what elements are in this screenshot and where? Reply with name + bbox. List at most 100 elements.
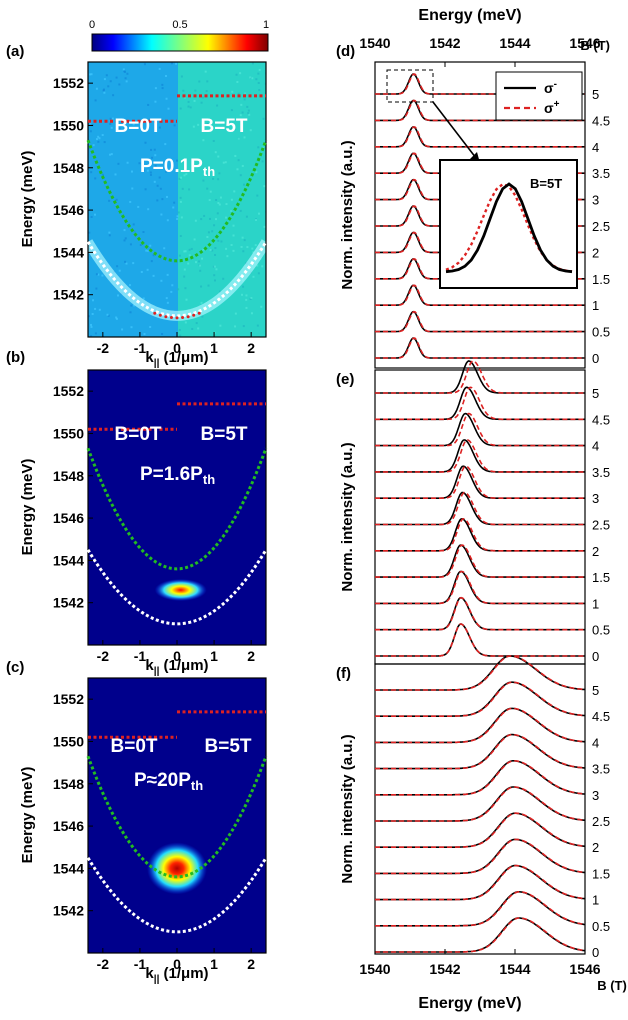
panel-a-noise-speck — [183, 174, 186, 177]
panel-e-spectrum-sigma-plus-b1 — [375, 570, 585, 605]
panel-a-noise-speck — [201, 315, 204, 318]
panel-a-noise-speck — [255, 219, 258, 222]
panel-a-noise-speck — [123, 128, 126, 131]
panel-a-noise-speck — [247, 112, 250, 115]
panel-a-noise-speck — [247, 109, 250, 112]
panel-a-noise-speck — [150, 148, 153, 151]
panel-d-b-tick-label: 3 — [592, 193, 599, 208]
panel-a-noise-speck — [240, 245, 243, 248]
panel-a: (a) B=0T B=5T P=0.1Pth 15421544154615481… — [6, 43, 268, 369]
panel-e-spectrum-sigma-minus-b3.5 — [375, 439, 585, 473]
panel-a-noise-speck — [146, 169, 149, 172]
panel-a-noise-speck — [209, 248, 212, 251]
panel-a-noise-speck — [244, 92, 247, 95]
panel-e-spectrum-sigma-plus-b4 — [375, 412, 585, 447]
panel-a-noise-speck — [240, 103, 243, 106]
panel-d-spectrum-sigma-minus-b0 — [375, 337, 585, 359]
panel-a-noise-speck — [110, 153, 113, 156]
panel-b-heatmap — [88, 370, 266, 645]
panel-a-noise-speck — [194, 219, 197, 222]
panel-d-zoom-arrow — [432, 101, 477, 159]
panel-e-spectrum-sigma-minus-b4.5 — [375, 386, 585, 421]
panel-d-spectrum-sigma-plus-b2 — [375, 231, 585, 254]
panel-a-noise-speck — [166, 273, 169, 276]
panel-a-ytick-label: 1548 — [53, 160, 84, 176]
panel-a-noise-speck — [116, 265, 119, 268]
panel-a-noise-speck — [101, 173, 104, 176]
panel-d-b-tick-label: 2.5 — [592, 219, 610, 234]
panel-a-noise-speck — [177, 288, 180, 291]
panel-a-noise-speck — [115, 317, 118, 320]
panel-a-noise-speck — [89, 73, 92, 76]
panel-a-noise-speck — [98, 308, 101, 311]
panel-a-noise-speck — [178, 328, 181, 331]
top-energy-tick-label: 1546 — [569, 35, 600, 51]
panel-b-xtick-label: -1 — [134, 648, 147, 664]
panel-a-noise-speck — [188, 254, 191, 257]
panel-a-noise-speck — [158, 67, 161, 70]
panel-a-noise-speck — [130, 326, 133, 329]
panel-a-noise-speck — [161, 83, 164, 86]
panel-b-xtick-label: 0 — [173, 648, 181, 664]
panel-a-noise-speck — [183, 268, 186, 271]
panel-a-noise-speck — [250, 297, 253, 300]
panel-b-ytick-label: 1548 — [53, 468, 84, 484]
panel-c-xtick-label: -2 — [97, 956, 110, 972]
panel-a-noise-speck — [153, 148, 156, 151]
b-axis-bottom-label: B (T) — [597, 978, 627, 993]
panel-a-noise-speck — [118, 269, 121, 272]
panel-a-noise-speck — [156, 199, 159, 202]
panel-a-noise-speck — [115, 76, 118, 79]
panel-a-noise-speck — [142, 169, 145, 172]
panel-a-noise-speck — [187, 105, 190, 108]
panel-a-noise-speck — [160, 213, 163, 216]
panel-a-noise-speck — [202, 179, 205, 182]
panel-e-spectrum-sigma-plus-b3 — [375, 465, 585, 500]
panel-f-b-tick-label: 2.5 — [592, 814, 610, 829]
panel-a-noise-speck — [125, 80, 128, 83]
panel-a-noise-speck — [117, 294, 120, 297]
panel-a-noise-speck — [233, 190, 236, 193]
panel-e-b-tick-label: 2.5 — [592, 518, 610, 533]
panel-f-spectrum-sigma-plus-b0 — [375, 917, 586, 953]
top-energy-tick-label: 1544 — [499, 35, 530, 51]
panel-f-b-tick-label: 1.5 — [592, 866, 610, 881]
panel-a-noise-speck — [250, 312, 253, 315]
panel-c-bg — [88, 678, 266, 953]
panel-d-spectrum-sigma-plus-b1.5 — [375, 258, 585, 280]
panel-d-label: (d) — [336, 43, 355, 60]
panel-a-noise-speck — [245, 298, 248, 301]
bottom-energy-tick-label: 1546 — [569, 961, 600, 977]
panel-a-noise-speck — [208, 199, 211, 202]
panel-a-noise-speck — [198, 260, 201, 263]
panel-a-noise-speck — [143, 333, 146, 336]
panel-a-noise-speck — [152, 274, 155, 277]
panel-a-noise-speck — [88, 291, 91, 294]
panel-a-noise-speck — [183, 275, 186, 278]
panel-a-noise-speck — [172, 206, 175, 209]
panel-a-noise-speck — [201, 96, 204, 99]
panel-a-noise-speck — [123, 70, 126, 73]
panel-a-curves — [86, 94, 268, 320]
panel-a-noise-speck — [258, 89, 261, 92]
panel-a-noise-speck — [147, 208, 150, 211]
panel-b-ytick-label: 1542 — [53, 595, 84, 611]
panel-b-xtick-label: 1 — [210, 648, 218, 664]
panel-a-ylabel: Energy (meV) — [19, 151, 36, 248]
panel-a-noise-speck — [97, 273, 100, 276]
panel-e-b-tick-label: 0.5 — [592, 623, 610, 638]
bottom-energy-tick-label: 1544 — [499, 961, 530, 977]
panel-a-noise-speck — [216, 212, 219, 215]
panel-f-spectrum-sigma-plus-b4.5 — [375, 681, 586, 718]
panel-d: (d) 0 0.5 1 1.5 2 2.5 3 3.5 4 4.5 5 Norm. intensit… — [336, 43, 610, 369]
panel-f-b-tick-label: 1 — [592, 893, 599, 908]
panel-a-noise-speck — [94, 213, 97, 216]
panel-a-noise-speck — [254, 244, 257, 247]
panel-a-noise-speck — [129, 243, 132, 246]
panel-a-noise-speck — [211, 230, 214, 233]
panel-c-ytick-label: 1552 — [53, 691, 84, 707]
panel-a-noise-speck — [98, 137, 101, 140]
panel-f-spectrum-sigma-minus-b5 — [375, 655, 586, 691]
panel-a-noise-speck — [115, 316, 118, 319]
panel-a-noise-speck — [103, 88, 106, 91]
